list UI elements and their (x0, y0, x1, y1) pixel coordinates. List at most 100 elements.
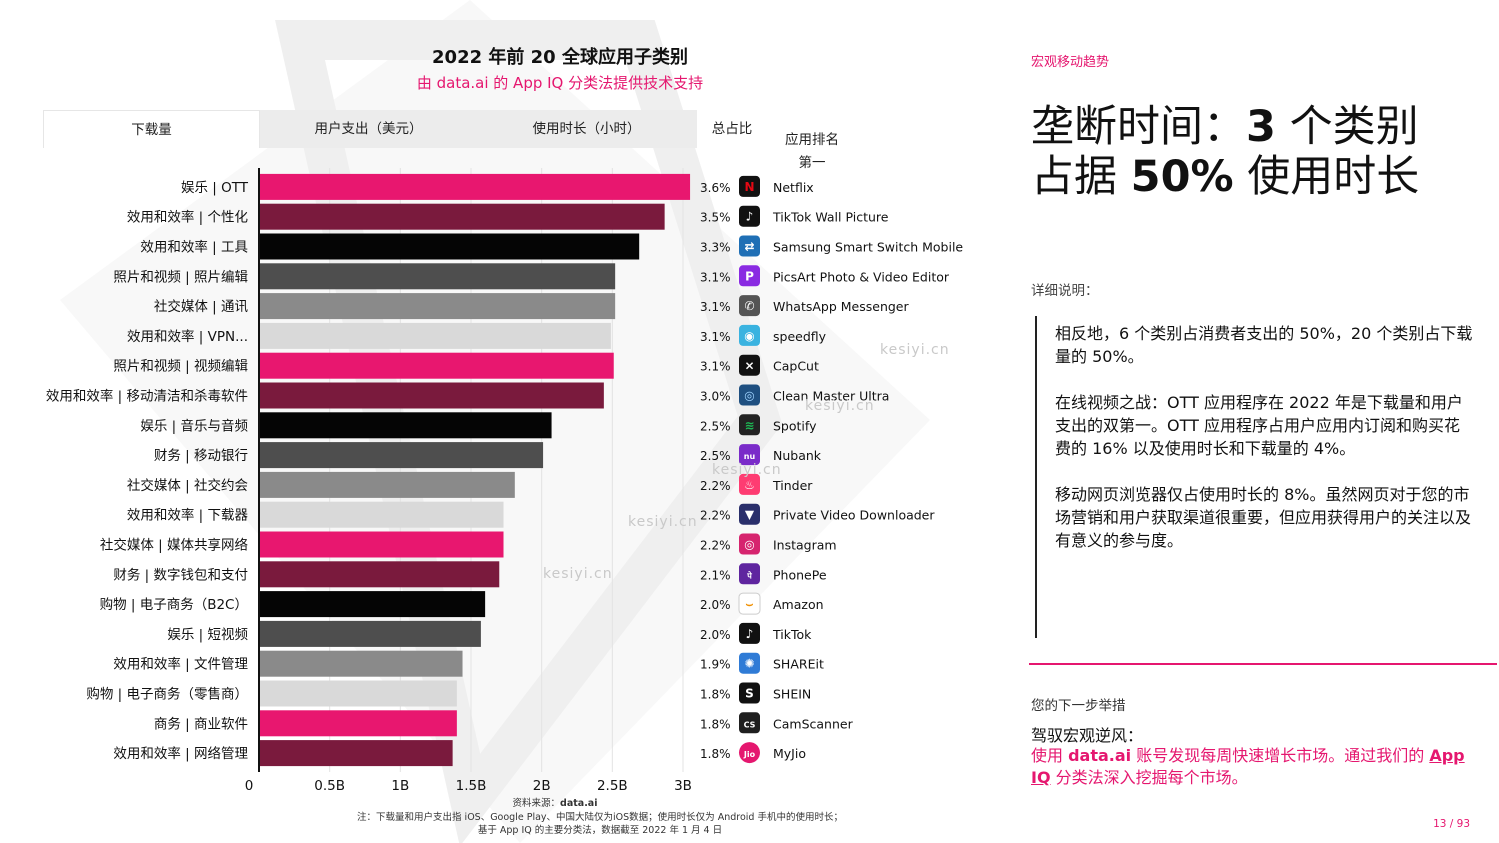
bar[interactable] (259, 471, 515, 498)
category-label: 照片和视频 | 照片编辑 (113, 269, 248, 285)
category-label: 效用和效率 | 工具 (140, 239, 248, 256)
amazon-icon-glyph: ⌣ (746, 597, 754, 611)
top-app-name: TikTok Wall Picture (772, 210, 889, 225)
bar[interactable] (259, 561, 500, 588)
category-label: 娱乐 | 短视频 (167, 627, 248, 643)
share-value: 1.8% (700, 717, 731, 731)
x-tick-label: 1.5B (456, 778, 487, 790)
bar[interactable] (259, 412, 552, 439)
category-label: 娱乐 | OTT (181, 180, 249, 196)
share-value: 3.0% (700, 390, 731, 404)
top-app-name: SHAREit (773, 657, 824, 672)
watermark-text: kesiyi.cn (628, 514, 698, 530)
details-label: 详细说明： (1031, 283, 1099, 299)
category-label: 效用和效率 | 下载器 (127, 507, 249, 524)
footnote-line-1: 注：下载量和用户支出指 iOS、Google Play、中国大陆仅为iOS数据；… (357, 812, 843, 823)
samsung-smart-switch-icon (739, 235, 760, 257)
tab-downloads[interactable]: 下载量 (43, 110, 260, 148)
top-app-name: speedfly (773, 329, 827, 344)
bar[interactable] (259, 263, 616, 290)
share-value: 1.8% (700, 688, 731, 702)
details-divider (1035, 316, 1037, 638)
share-value: 3.6% (700, 181, 731, 195)
details-paragraph-1: 相反地，6 个类别占消费者支出的 50%，20 个类别占下载量的 50%。 (1055, 324, 1473, 366)
private-video-downloader-icon-glyph: ▼ (745, 508, 755, 522)
share-value: 2.2% (700, 509, 731, 523)
category-label: 社交媒体 | 社交约会 (127, 477, 248, 494)
bar[interactable] (259, 293, 616, 320)
bar[interactable] (259, 233, 640, 260)
share-value: 3.1% (700, 360, 731, 374)
top-app-name: Spotify (773, 418, 817, 433)
myjio-icon-glyph: Jio (743, 750, 756, 759)
top-app-column-header: 应用排名 (785, 132, 839, 148)
category-label: 社交媒体 | 媒体共享网络 (100, 537, 249, 554)
category-label: 商务 | 商业软件 (154, 716, 248, 732)
share-value: 3.5% (700, 211, 731, 225)
details-paragraph-2: 在线视频之战：OTT 应用程序在 2022 年是下载量和用户支出的双第一。OTT… (1055, 393, 1463, 458)
whatsapp-icon (739, 295, 760, 317)
bar[interactable] (259, 531, 504, 558)
top-app-name: TikTok (772, 627, 812, 642)
cta-brand: data.ai (1068, 746, 1132, 765)
bar[interactable] (259, 591, 486, 618)
tab-user-spend[interactable]: 用户支出（美元） (314, 121, 423, 137)
watermark-text: kesiyi.cn (880, 342, 950, 358)
category-label: 财务 | 移动银行 (154, 448, 248, 464)
bar[interactable] (259, 442, 544, 469)
spotify-icon-glyph: ≋ (744, 418, 754, 432)
share-value: 2.5% (700, 449, 731, 463)
speedfly-icon-glyph: ◉ (744, 329, 754, 343)
share-value: 2.1% (700, 568, 731, 582)
chart-title: 2022 年前 20 全球应用子类别 (432, 47, 688, 68)
bar[interactable] (259, 680, 457, 707)
shein-icon (739, 682, 760, 704)
app-iq-link[interactable]: App IQ (1031, 746, 1465, 787)
bar[interactable] (259, 501, 504, 528)
bar[interactable] (259, 740, 453, 767)
details-paragraph-3: 移动网页浏览器仅占使用时长的 8%。虽然网页对于您的市场营销和用户获取渠道很重要… (1055, 485, 1472, 550)
bar[interactable] (259, 710, 457, 737)
category-label: 效用和效率 | 移动清洁和杀毒软件 (46, 388, 248, 405)
capcut-icon-glyph: ⨯ (744, 359, 754, 373)
top-app-name: Amazon (773, 597, 824, 612)
share-value: 3.1% (700, 330, 731, 344)
bar[interactable] (259, 382, 604, 409)
headline-percent: 50% (1130, 152, 1234, 202)
camscanner-icon (739, 712, 760, 734)
instagram-icon (739, 533, 760, 555)
watermark-text: kesiyi.cn (543, 566, 613, 582)
headline-text: 占据 (1031, 152, 1131, 202)
share-value: 3.3% (700, 241, 731, 255)
private-video-downloader-icon (739, 503, 760, 525)
share-value: 1.8% (700, 747, 731, 761)
tinder-icon (739, 473, 760, 495)
share-value: 3.1% (700, 270, 731, 284)
share-value: 2.0% (700, 598, 731, 612)
bar[interactable] (259, 650, 463, 677)
phonepe-icon-glyph: पे (746, 570, 752, 580)
section-label: 宏观移动趋势 (1031, 55, 1110, 70)
top-app-name: PhonePe (773, 567, 827, 582)
samsung-smart-switch-icon-glyph: ⇄ (744, 240, 754, 254)
top-app-name: Netflix (773, 180, 814, 195)
bar[interactable] (259, 352, 614, 379)
source-prefix: 资料来源： (512, 798, 561, 809)
bar[interactable] (259, 203, 665, 230)
tab-usage-time[interactable]: 使用时长（小时） (532, 121, 641, 137)
bar[interactable] (259, 620, 481, 647)
category-label: 效用和效率 | VPN... (127, 328, 248, 345)
chart-subtitle: 由 data.ai 的 App IQ 分类法提供技术支持 (416, 74, 704, 92)
bar[interactable] (259, 173, 691, 200)
share-value: 3.1% (700, 300, 731, 314)
top-app-name: CapCut (773, 359, 819, 374)
top-app-name: SHEIN (773, 687, 811, 702)
bar[interactable] (259, 322, 611, 349)
shareit-icon-glyph: ✺ (744, 657, 754, 671)
shareit-icon (739, 652, 760, 674)
share-value: 2.0% (700, 628, 731, 642)
camscanner-icon-glyph: CS (744, 720, 756, 729)
top-app-name: Instagram (773, 538, 837, 553)
source-brand: data.ai (560, 798, 598, 809)
tiktok-icon (739, 622, 760, 644)
